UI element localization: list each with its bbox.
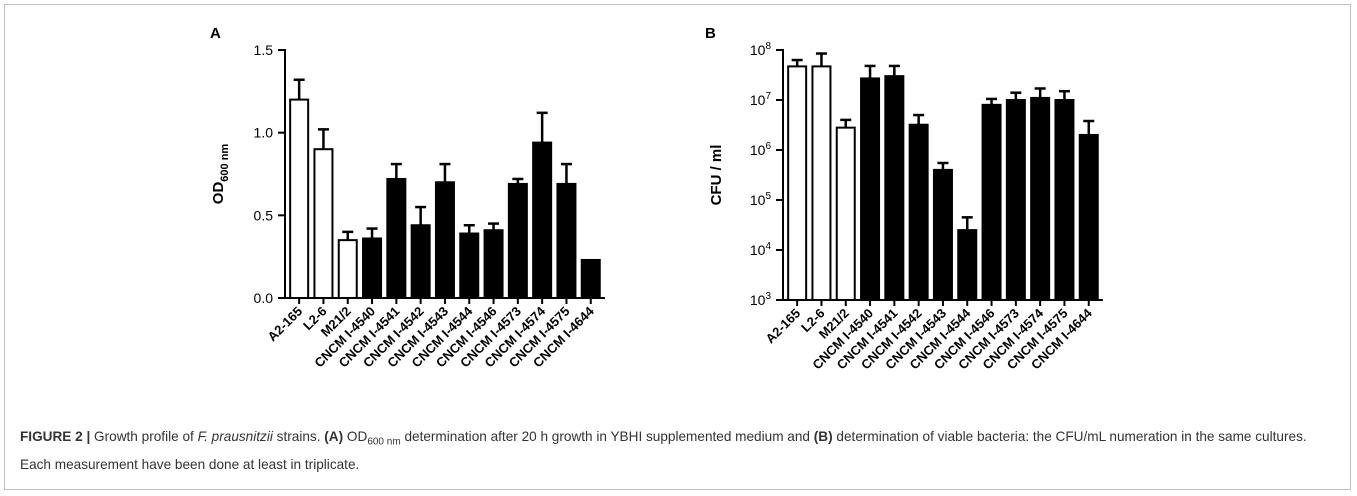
bar — [362, 237, 383, 299]
y-tick-exponent: 6 — [765, 141, 771, 152]
caption-text-3a: OD — [343, 429, 368, 444]
bar — [908, 123, 929, 301]
figure-caption: FIGURE 2 | Growth profile of F. prausnit… — [20, 426, 1338, 476]
panel-label: A — [210, 25, 221, 42]
bar — [860, 77, 881, 301]
bar — [1054, 99, 1075, 301]
y-axis-label: CFU / ml — [708, 145, 725, 206]
panel-label: B — [705, 25, 716, 42]
caption-species: F. prausnitzii — [197, 429, 273, 444]
caption-label-b: (B) — [813, 429, 833, 444]
y-tick-exponent: 4 — [765, 241, 771, 252]
bar — [386, 177, 407, 300]
bar — [835, 126, 856, 301]
bar — [337, 239, 358, 299]
y-tick-label: 106 — [750, 141, 772, 158]
figure-frame — [4, 4, 1351, 490]
bar — [1030, 96, 1051, 302]
y-tick-base: 10 — [750, 142, 766, 158]
y-tick-exponent: 7 — [765, 91, 771, 102]
caption-text-2: strains. — [272, 429, 325, 444]
y-tick-base: 10 — [750, 242, 766, 258]
caption-text-4: determination of viable bacteria: the CF… — [20, 429, 1307, 472]
caption-lead: FIGURE 2 | — [20, 429, 91, 444]
y-tick-label: 0.5 — [254, 207, 274, 223]
y-tick-base: 10 — [750, 42, 766, 58]
y-tick-base: 10 — [750, 292, 766, 308]
x-tick-label: A2-165 — [763, 306, 804, 347]
caption-text-1: Growth profile of — [90, 429, 198, 444]
bar — [957, 229, 978, 301]
bar — [556, 182, 577, 299]
y-axis-label-sub: 600 nm — [219, 144, 231, 182]
bar — [289, 98, 310, 299]
bar — [532, 141, 553, 299]
y-tick-base: 10 — [750, 192, 766, 208]
bar — [434, 181, 455, 299]
caption-label-a: (A) — [324, 429, 344, 444]
y-axis-label: OD600 nm — [210, 144, 231, 205]
y-tick-label: 1.5 — [254, 42, 274, 58]
y-tick-label: 1.0 — [254, 125, 274, 141]
bar — [981, 103, 1002, 301]
bar — [787, 65, 808, 301]
bar — [459, 232, 480, 300]
y-tick-label: 107 — [750, 91, 772, 108]
y-tick-exponent: 8 — [765, 41, 771, 52]
bar — [410, 224, 431, 299]
y-tick-label: 105 — [750, 191, 772, 208]
y-tick-label: 0.0 — [254, 290, 274, 306]
caption-text-3b: determination after 20 h growth in YBHI … — [400, 429, 814, 444]
y-tick-exponent: 5 — [765, 191, 771, 202]
bar — [483, 229, 504, 299]
bar — [580, 258, 601, 299]
y-axis-label-main: OD — [210, 182, 227, 205]
y-tick-exponent: 3 — [765, 291, 771, 302]
bar — [811, 65, 832, 301]
bar — [313, 148, 334, 299]
caption-text-3-sub: 600 nm — [367, 436, 401, 448]
y-tick-label: 104 — [750, 241, 772, 258]
bar — [932, 168, 953, 301]
y-tick-base: 10 — [750, 92, 766, 108]
x-tick-label: A2-165 — [265, 304, 306, 345]
y-tick-label: 108 — [750, 41, 772, 58]
bar — [1078, 133, 1099, 301]
bar — [507, 182, 528, 299]
bar — [1005, 99, 1026, 301]
y-tick-label: 103 — [750, 291, 772, 308]
bar — [884, 75, 905, 301]
